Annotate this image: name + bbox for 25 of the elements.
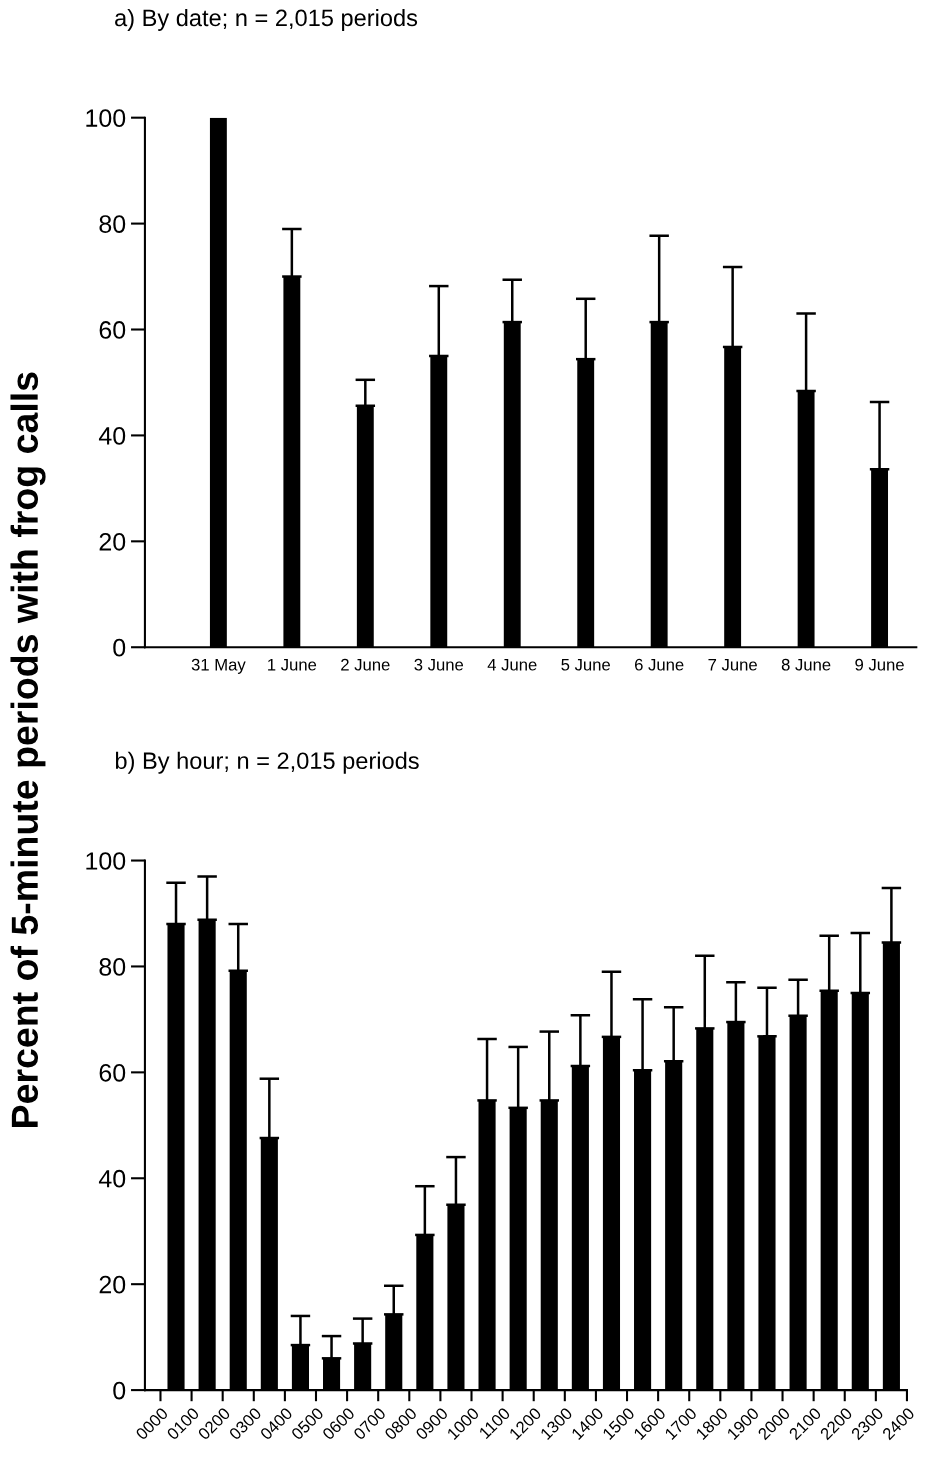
chart-title: b) By hour; n = 2,015 periods [115,751,419,774]
y-tick-label: 60 [99,1063,126,1082]
y-tick-label: 60 [99,321,126,339]
y-axis-title: Percent of 5-minute periods with frog calls [10,372,46,1127]
x-tick-label: 3 June [414,658,464,671]
x-tick-label: 5 June [561,658,610,671]
x-tick-label: 6 June [635,658,684,671]
y-tick-label: 40 [98,1169,126,1188]
y-tick-label: 20 [99,532,126,551]
x-tick-label: 7 June [708,658,757,671]
y-tick-label: 100 [86,109,126,127]
chart-title: a) By date; n = 2,015 periods [115,8,418,31]
y-tick-label: 80 [99,958,126,976]
y-tick-label: 80 [99,215,126,233]
x-tick-label: 1 June [268,658,317,671]
x-tick-label: 9 June [855,658,904,671]
x-tick-label: 2 June [341,658,390,671]
x-tick-label: 8 June [781,658,831,671]
y-tick-label: 0 [113,1381,126,1400]
y-tick-label: 0 [113,638,126,657]
y-tick-label: 40 [98,427,126,445]
x-tick-label: 31 May [191,658,246,674]
x-tick-label: 4 June [487,658,537,671]
y-tick-label: 100 [86,852,126,870]
y-tick-label: 20 [99,1275,126,1294]
